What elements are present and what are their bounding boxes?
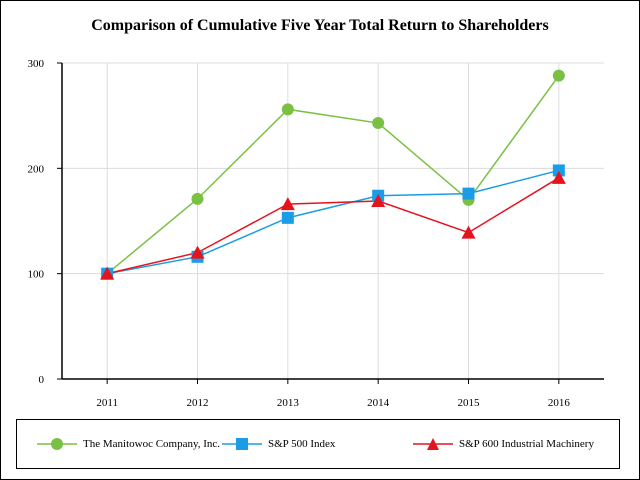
series-line-sp600 xyxy=(106,177,560,275)
legend-swatch-manitowoc xyxy=(37,438,77,450)
data-point-sp600-2013 xyxy=(280,197,295,211)
series-line-sp500 xyxy=(107,169,560,275)
data-point-manitowoc-2016 xyxy=(552,69,565,82)
y-tick-label: 0 xyxy=(39,374,45,386)
data-point-manitowoc-2013 xyxy=(281,103,294,116)
y-tick-label: 100 xyxy=(28,269,45,281)
data-point-manitowoc-2014 xyxy=(372,117,385,130)
legend: The Manitowoc Company, Inc. S&P 500 Inde… xyxy=(16,419,620,469)
chart-title: Comparison of Cumulative Five Year Total… xyxy=(91,17,549,34)
x-tick-label: 2013 xyxy=(277,397,300,409)
series-line-manitowoc xyxy=(106,75,560,275)
data-point-sp500-2016 xyxy=(552,164,565,177)
data-point-sp500-2015 xyxy=(462,187,475,200)
data-point-sp500-2013 xyxy=(281,211,294,224)
y-tick-label: 300 xyxy=(28,58,45,70)
data-point-sp600-2012 xyxy=(190,245,205,259)
x-tick-label: 2016 xyxy=(548,397,571,409)
y-tick-label: 200 xyxy=(28,163,45,175)
legend-label-sp600: S&P 600 Industrial Machinery xyxy=(459,438,594,450)
x-tick-label: 2014 xyxy=(367,397,390,409)
legend-label-manitowoc: The Manitowoc Company, Inc. xyxy=(83,438,221,450)
data-point-sp600-2016 xyxy=(551,170,566,184)
legend-label-sp500: S&P 500 Index xyxy=(268,438,336,450)
x-tick-label: 2015 xyxy=(458,397,481,409)
legend-swatch-sp600 xyxy=(413,438,453,450)
chart-plot: 0 100 200 300 2011 2012 2013 2014 2015 2016 xyxy=(28,58,604,409)
legend-item-sp600: S&P 600 Industrial Machinery xyxy=(413,420,594,468)
data-point-sp600-2011 xyxy=(100,266,115,280)
x-tick-label: 2011 xyxy=(96,397,118,409)
legend-item-manitowoc: The Manitowoc Company, Inc. xyxy=(37,420,220,468)
legend-swatch-sp500 xyxy=(222,438,262,450)
data-point-sp600-2014 xyxy=(371,193,386,207)
data-point-sp600-2015 xyxy=(461,225,476,239)
legend-item-sp500: S&P 500 Index xyxy=(222,420,335,468)
data-point-manitowoc-2012 xyxy=(191,192,204,205)
x-tick-label: 2012 xyxy=(187,397,209,409)
